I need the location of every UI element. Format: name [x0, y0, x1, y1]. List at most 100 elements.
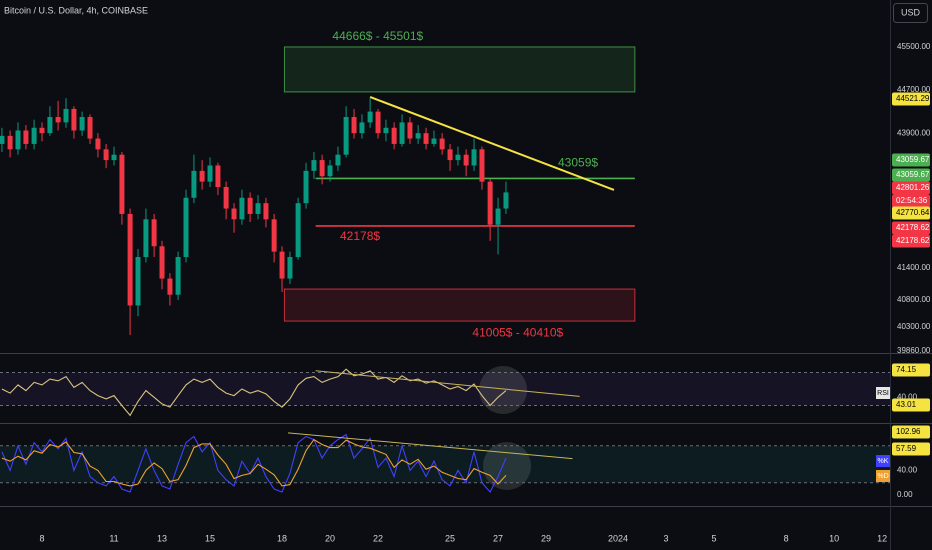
candle-body	[375, 111, 381, 134]
candle-body	[79, 117, 85, 131]
legend-label: %K	[878, 458, 889, 465]
candle-body	[303, 170, 309, 204]
candle-body	[343, 117, 349, 155]
y-tick-label: 44700.00	[897, 85, 931, 94]
currency-button[interactable]	[893, 3, 928, 23]
level-label: 43059$	[558, 156, 598, 170]
highlight-circle	[479, 366, 527, 414]
zone-label: 44666$ - 45501$	[332, 29, 423, 43]
price-badge	[892, 221, 930, 235]
candle-body	[247, 197, 253, 214]
legend-box	[876, 387, 890, 399]
legend-box	[876, 470, 890, 482]
y-tick-label: 45500.00	[897, 42, 931, 51]
candle-body	[143, 219, 149, 258]
price-badge	[892, 92, 930, 106]
x-tick-label: 11	[109, 533, 118, 543]
price-badge	[892, 206, 930, 220]
trendline	[315, 370, 580, 397]
price-badge	[892, 181, 930, 195]
candle-body	[151, 219, 157, 247]
price-badge-label: 42178.62	[896, 236, 930, 245]
x-tick-label: 27	[493, 533, 503, 543]
candle-body	[231, 208, 237, 220]
candle-body	[391, 127, 397, 144]
price-badge-label: 43059.67	[896, 155, 930, 164]
price-badge-label: 02:54:36	[896, 196, 928, 205]
y-tick-label: 40800.00	[897, 295, 931, 304]
x-tick-label: 20	[325, 533, 335, 543]
candle-body	[191, 170, 197, 198]
candle-body	[39, 127, 45, 134]
trendline	[287, 432, 573, 460]
candle-body	[199, 170, 205, 182]
candle-body	[487, 181, 493, 225]
y-tick-label: 40.00	[897, 392, 918, 401]
y-tick-label: 0.00	[897, 490, 913, 499]
candle-body	[71, 108, 77, 131]
candle-body	[471, 149, 477, 166]
candle-body	[495, 208, 501, 225]
candle-body	[383, 127, 389, 134]
currency-label[interactable]: USD	[901, 7, 921, 17]
candle-body	[439, 138, 445, 150]
candle-body	[183, 197, 189, 258]
price-badge	[892, 168, 930, 182]
price-badge	[892, 194, 930, 208]
legend-label: %D	[877, 473, 888, 480]
price-badge-label: 102.96	[896, 427, 921, 436]
price-badge-label: 42770.64	[896, 208, 930, 217]
price-badge-label: 43.01	[896, 400, 917, 409]
candle-body	[7, 135, 13, 150]
candle-body	[135, 257, 141, 306]
x-tick-label: 18	[277, 533, 287, 543]
x-tick-label: 12	[877, 533, 887, 543]
legend-box	[876, 455, 890, 467]
candle-body	[127, 213, 133, 306]
legend-label: RSI	[877, 390, 889, 397]
y-tick-label: 39860.00	[897, 346, 931, 355]
candle-body	[455, 154, 461, 161]
candle-body	[0, 135, 5, 144]
candle-body	[55, 117, 61, 123]
x-tick-label: 3	[664, 533, 669, 543]
level-label: 42178$	[340, 229, 380, 243]
price-badge	[892, 153, 930, 167]
x-tick-label: 8	[784, 533, 789, 543]
x-tick-label: 5	[712, 533, 717, 543]
candle-body	[271, 219, 277, 252]
indicator-line	[1, 438, 507, 487]
symbol-title: Bitcoin / U.S. Dollar, 4h, COINBASE	[4, 5, 148, 15]
candle-body	[63, 108, 69, 123]
price-badge	[892, 363, 930, 377]
candle-body	[15, 130, 21, 150]
indicator-line	[1, 433, 507, 493]
candle-body	[367, 111, 373, 123]
candle-body	[399, 122, 405, 144]
candle-body	[351, 117, 357, 134]
candle-body	[223, 187, 229, 209]
candle-body	[431, 138, 437, 144]
candle-body	[287, 257, 293, 279]
candle-body	[311, 160, 317, 171]
candle-body	[175, 257, 181, 295]
y-tick-label: 40.00	[897, 466, 918, 475]
y-tick-label: 40300.00	[897, 322, 931, 331]
candle-body	[159, 246, 165, 279]
candle-body	[119, 154, 125, 214]
candle-body	[167, 278, 173, 295]
trendline	[369, 96, 615, 191]
x-tick-label: 25	[445, 533, 455, 543]
candle-body	[279, 251, 285, 279]
x-tick-label: 8	[39, 533, 44, 543]
x-tick-label: 2024	[608, 533, 628, 543]
candle-body	[87, 117, 93, 139]
price-badge-label: 42801.26	[896, 183, 930, 192]
candle-body	[463, 154, 469, 166]
candle-body	[327, 165, 333, 177]
candle-body	[407, 122, 413, 139]
candle-body	[207, 165, 213, 182]
candle-body	[423, 133, 429, 144]
candle-body	[23, 130, 29, 144]
